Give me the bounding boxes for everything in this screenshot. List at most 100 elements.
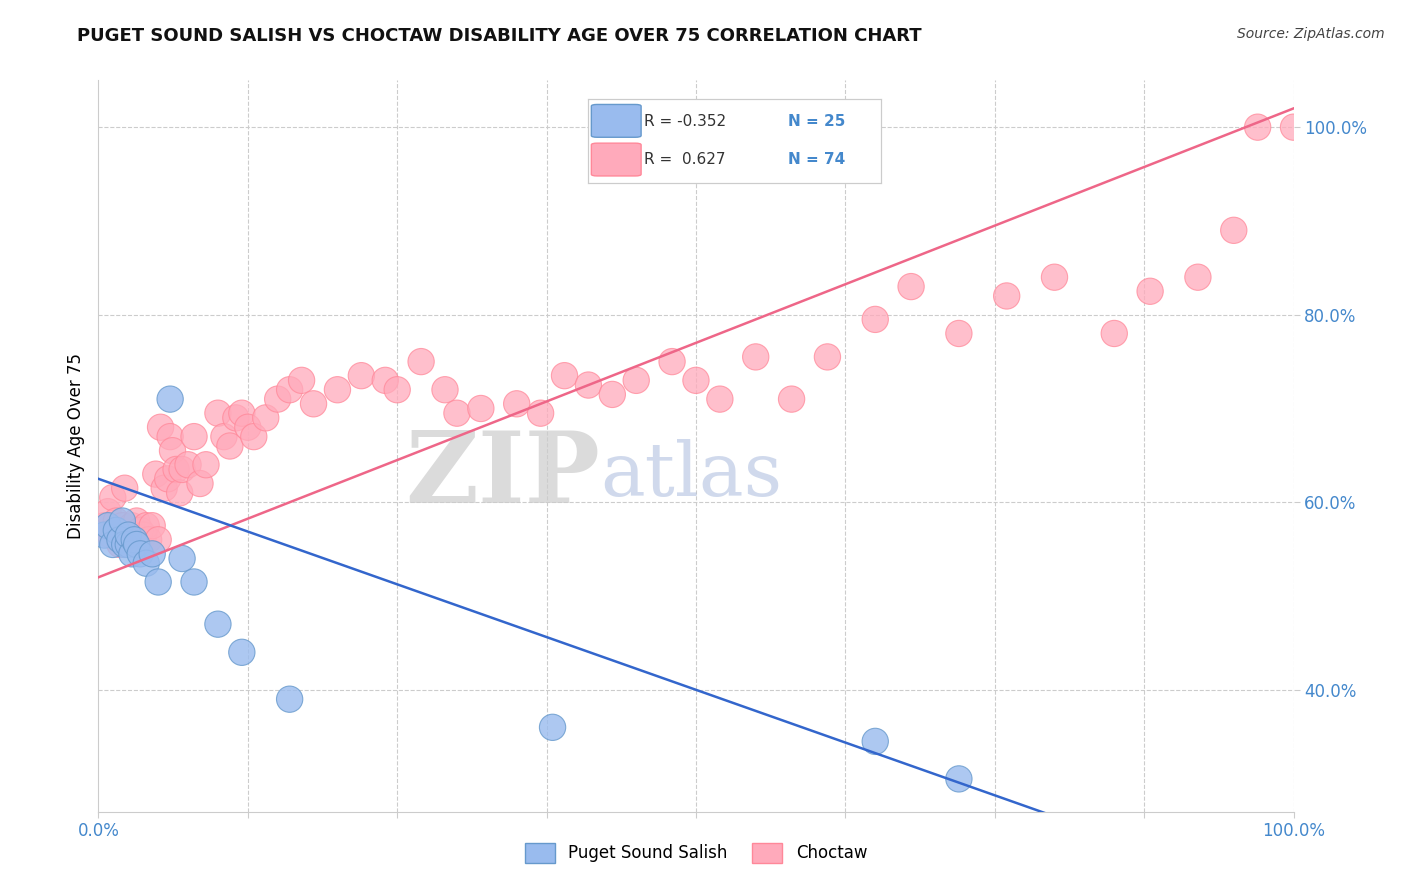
- Ellipse shape: [527, 400, 554, 426]
- Ellipse shape: [100, 484, 127, 511]
- Ellipse shape: [444, 400, 470, 426]
- Ellipse shape: [301, 391, 326, 417]
- Ellipse shape: [139, 541, 166, 567]
- Ellipse shape: [235, 414, 262, 441]
- Ellipse shape: [124, 508, 150, 534]
- Ellipse shape: [139, 513, 166, 539]
- Ellipse shape: [211, 424, 238, 450]
- Ellipse shape: [111, 475, 138, 501]
- Text: atlas: atlas: [600, 439, 783, 512]
- Legend: Puget Sound Salish, Choctaw: Puget Sound Salish, Choctaw: [517, 837, 875, 869]
- Ellipse shape: [205, 611, 231, 637]
- Ellipse shape: [103, 517, 129, 543]
- Ellipse shape: [540, 714, 565, 740]
- Ellipse shape: [1244, 114, 1271, 140]
- Ellipse shape: [1101, 320, 1128, 347]
- Ellipse shape: [169, 457, 195, 483]
- Y-axis label: Disability Age Over 75: Disability Age Over 75: [66, 353, 84, 539]
- Ellipse shape: [1185, 264, 1211, 290]
- Ellipse shape: [277, 376, 302, 403]
- Ellipse shape: [575, 372, 602, 398]
- Ellipse shape: [107, 532, 134, 558]
- Ellipse shape: [1042, 264, 1067, 290]
- Ellipse shape: [1220, 217, 1247, 244]
- Ellipse shape: [121, 522, 148, 549]
- Ellipse shape: [277, 686, 302, 713]
- Ellipse shape: [683, 368, 709, 393]
- Ellipse shape: [115, 532, 142, 558]
- Ellipse shape: [150, 475, 177, 501]
- Ellipse shape: [163, 457, 190, 483]
- Ellipse shape: [503, 391, 530, 417]
- Ellipse shape: [742, 343, 769, 370]
- Ellipse shape: [103, 508, 129, 534]
- Ellipse shape: [384, 376, 411, 403]
- Ellipse shape: [155, 466, 181, 492]
- Ellipse shape: [110, 513, 135, 539]
- Ellipse shape: [373, 368, 398, 393]
- Ellipse shape: [131, 522, 157, 549]
- Ellipse shape: [145, 569, 172, 595]
- Ellipse shape: [124, 532, 150, 558]
- Ellipse shape: [94, 499, 121, 524]
- Ellipse shape: [325, 376, 350, 403]
- Ellipse shape: [111, 532, 138, 558]
- Ellipse shape: [181, 424, 207, 450]
- Ellipse shape: [205, 400, 231, 426]
- Ellipse shape: [121, 526, 148, 553]
- Ellipse shape: [659, 349, 685, 375]
- Ellipse shape: [229, 640, 254, 665]
- Ellipse shape: [707, 386, 733, 412]
- Ellipse shape: [159, 438, 186, 464]
- Ellipse shape: [115, 522, 142, 549]
- Ellipse shape: [898, 274, 924, 300]
- Ellipse shape: [1281, 114, 1306, 140]
- Ellipse shape: [157, 424, 183, 450]
- Ellipse shape: [145, 526, 172, 553]
- Ellipse shape: [142, 461, 169, 487]
- Ellipse shape: [946, 765, 972, 792]
- Ellipse shape: [862, 306, 889, 333]
- Ellipse shape: [148, 414, 174, 441]
- Ellipse shape: [229, 400, 254, 426]
- Ellipse shape: [253, 405, 278, 431]
- Ellipse shape: [100, 532, 127, 558]
- Ellipse shape: [110, 508, 135, 534]
- Ellipse shape: [408, 349, 434, 375]
- Ellipse shape: [862, 728, 889, 755]
- Ellipse shape: [193, 451, 219, 478]
- Ellipse shape: [107, 526, 134, 553]
- Ellipse shape: [166, 480, 193, 506]
- Ellipse shape: [115, 532, 142, 558]
- Ellipse shape: [127, 541, 153, 567]
- Ellipse shape: [623, 368, 650, 393]
- Text: Source: ZipAtlas.com: Source: ZipAtlas.com: [1237, 27, 1385, 41]
- Ellipse shape: [349, 362, 374, 389]
- Ellipse shape: [946, 320, 972, 347]
- Ellipse shape: [91, 522, 118, 549]
- Ellipse shape: [118, 541, 145, 567]
- Ellipse shape: [169, 545, 195, 572]
- Ellipse shape: [814, 343, 841, 370]
- Ellipse shape: [222, 405, 249, 431]
- Ellipse shape: [264, 386, 291, 412]
- Ellipse shape: [779, 386, 804, 412]
- Ellipse shape: [1137, 278, 1163, 304]
- Ellipse shape: [599, 381, 626, 408]
- Ellipse shape: [187, 470, 214, 497]
- Ellipse shape: [135, 526, 162, 553]
- Ellipse shape: [217, 433, 243, 459]
- Ellipse shape: [181, 569, 207, 595]
- Ellipse shape: [127, 517, 153, 543]
- Text: PUGET SOUND SALISH VS CHOCTAW DISABILITY AGE OVER 75 CORRELATION CHART: PUGET SOUND SALISH VS CHOCTAW DISABILITY…: [77, 27, 922, 45]
- Ellipse shape: [157, 386, 183, 412]
- Ellipse shape: [432, 376, 458, 403]
- Ellipse shape: [94, 513, 121, 539]
- Ellipse shape: [97, 522, 124, 549]
- Ellipse shape: [468, 395, 494, 422]
- Ellipse shape: [91, 513, 118, 539]
- Ellipse shape: [288, 368, 315, 393]
- Ellipse shape: [174, 451, 201, 478]
- Ellipse shape: [134, 550, 159, 576]
- Ellipse shape: [240, 424, 267, 450]
